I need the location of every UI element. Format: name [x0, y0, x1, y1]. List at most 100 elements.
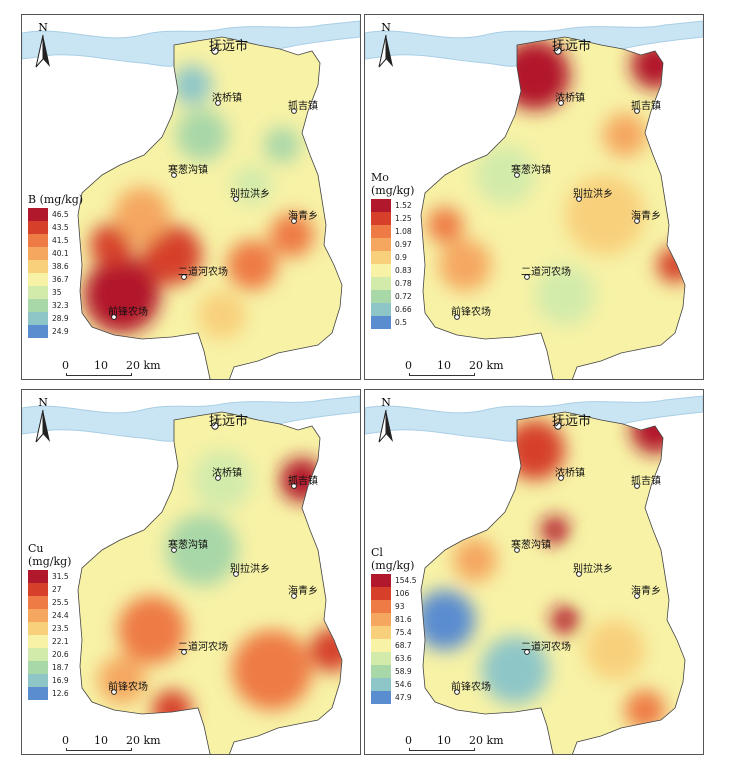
- legend-swatch: [28, 208, 48, 221]
- legend-tick: 46.5: [52, 210, 69, 219]
- place-label-hancong: 寒葱沟镇: [168, 165, 208, 176]
- legend-tick: 0.5: [395, 318, 407, 327]
- place-label-hancong: 寒葱沟镇: [511, 165, 551, 176]
- legend-tick: 68.7: [395, 641, 412, 650]
- legend-swatch: [371, 212, 391, 225]
- legend-tick: 43.5: [52, 223, 69, 232]
- north-arrow-icon: N: [32, 21, 58, 69]
- map-canvas: [365, 15, 703, 379]
- legend-swatch: [371, 225, 391, 238]
- place-marker: [291, 108, 297, 114]
- legend-tick: 23.5: [52, 624, 69, 633]
- scale-bar: 0 10 20 km: [60, 359, 172, 379]
- place-label-nongqiao: 浓桥镇: [555, 93, 585, 104]
- legend-tick: 40.1: [52, 249, 69, 258]
- place-label-haiqing: 海青乡: [631, 211, 661, 222]
- study-area-outline: [77, 411, 343, 754]
- legend-tick: 106: [395, 589, 410, 598]
- legend-tick: 63.6: [395, 654, 412, 663]
- legend-tick: 93: [395, 602, 405, 611]
- place-label-zhuaji: 抓吉镇: [288, 101, 318, 112]
- legend-tick: 24.4: [52, 611, 69, 620]
- place-label-bielahong: 别拉洪乡: [573, 564, 613, 575]
- place-marker: [514, 547, 520, 553]
- place-label-erdaohe: 二道河农场: [178, 267, 228, 278]
- legend-tick: 41.5: [52, 236, 69, 245]
- legend-swatch: [371, 691, 391, 704]
- legend-tick: 18.7: [52, 663, 69, 672]
- legend-title: Cl (mg/kg): [371, 546, 415, 572]
- legend-tick: 35: [52, 288, 62, 297]
- place-marker: [558, 475, 564, 481]
- place-label-haiqing: 海青乡: [288, 586, 318, 597]
- place-marker: [558, 100, 564, 106]
- legend-swatch: [28, 583, 48, 596]
- place-marker: [211, 422, 219, 430]
- place-marker: [634, 108, 640, 114]
- place-marker: [524, 649, 530, 655]
- legend-swatch: [28, 273, 48, 286]
- map-panel-b: 抚远市 浓桥镇 抓吉镇 寒葱沟镇 别拉洪乡 海青乡 二道河农场 前锋农场 N B (mg/kg) 4…: [21, 14, 361, 380]
- legend-swatch: [28, 299, 48, 312]
- legend: Cl (mg/kg) 154.5 106 93 81.6 75.4 68.7 63.6 58.9…: [371, 546, 441, 754]
- legend-swatch: [371, 277, 391, 290]
- place-label-nongqiao: 浓桥镇: [555, 468, 585, 479]
- legend-tick: 1.25: [395, 214, 412, 223]
- place-marker: [233, 571, 239, 577]
- place-label-zhuaji: 抓吉镇: [288, 476, 318, 487]
- legend-swatch: [28, 247, 48, 260]
- legend-swatch: [28, 687, 48, 700]
- place-marker: [111, 689, 117, 695]
- legend-title: B (mg/kg): [28, 193, 84, 206]
- legend-swatch: [371, 652, 391, 665]
- legend-swatch: [371, 238, 391, 251]
- legend-swatch: [371, 574, 391, 587]
- legend-tick: 25.5: [52, 598, 69, 607]
- legend-swatch: [28, 674, 48, 687]
- legend-swatch: [28, 635, 48, 648]
- place-label-nongqiao: 浓桥镇: [212, 93, 242, 104]
- legend-tick: 27: [52, 585, 62, 594]
- legend-tick: 0.97: [395, 240, 412, 249]
- legend-tick: 58.9: [395, 667, 412, 676]
- place-label-haiqing: 海青乡: [631, 586, 661, 597]
- scale-bar: 0 10 20 km: [403, 359, 515, 379]
- legend-tick: 36.7: [52, 275, 69, 284]
- place-label-erdaohe: 二道河农场: [178, 642, 228, 653]
- study-area-outline: [420, 411, 686, 754]
- legend-swatch: [28, 260, 48, 273]
- place-label-qianfeng: 前锋农场: [108, 682, 148, 693]
- legend-tick: 31.5: [52, 572, 69, 581]
- legend-tick: 1.08: [395, 227, 412, 236]
- place-label-bielahong: 别拉洪乡: [573, 189, 613, 200]
- legend-tick: 32.3: [52, 301, 69, 310]
- legend-title: Cu (mg/kg): [28, 542, 72, 568]
- place-label-fuyuan: 抚远市: [209, 414, 249, 429]
- legend-swatch: [28, 325, 48, 338]
- legend-swatch: [28, 234, 48, 247]
- place-label-fuyuan: 抚远市: [209, 39, 249, 54]
- place-marker: [454, 689, 460, 695]
- legend-tick: 75.4: [395, 628, 412, 637]
- place-marker: [233, 196, 239, 202]
- legend-swatch: [371, 264, 391, 277]
- place-marker: [215, 475, 221, 481]
- place-label-hancong: 寒葱沟镇: [511, 540, 551, 551]
- north-arrow-icon: N: [375, 21, 401, 69]
- place-marker: [634, 483, 640, 489]
- legend-swatch: [28, 661, 48, 674]
- place-label-nongqiao: 浓桥镇: [212, 468, 242, 479]
- place-marker: [181, 649, 187, 655]
- study-area-outline: [420, 36, 686, 379]
- legend-tick: 12.6: [52, 689, 69, 698]
- place-marker: [576, 571, 582, 577]
- place-marker: [514, 172, 520, 178]
- place-marker: [634, 218, 640, 224]
- place-label-erdaohe: 二道河农场: [521, 267, 571, 278]
- place-label-bielahong: 别拉洪乡: [230, 189, 270, 200]
- place-label-zhuaji: 抓吉镇: [631, 101, 661, 112]
- legend-swatch: [28, 596, 48, 609]
- legend-tick: 154.5: [395, 576, 417, 585]
- map-canvas: [22, 15, 360, 379]
- legend-swatch: [28, 312, 48, 325]
